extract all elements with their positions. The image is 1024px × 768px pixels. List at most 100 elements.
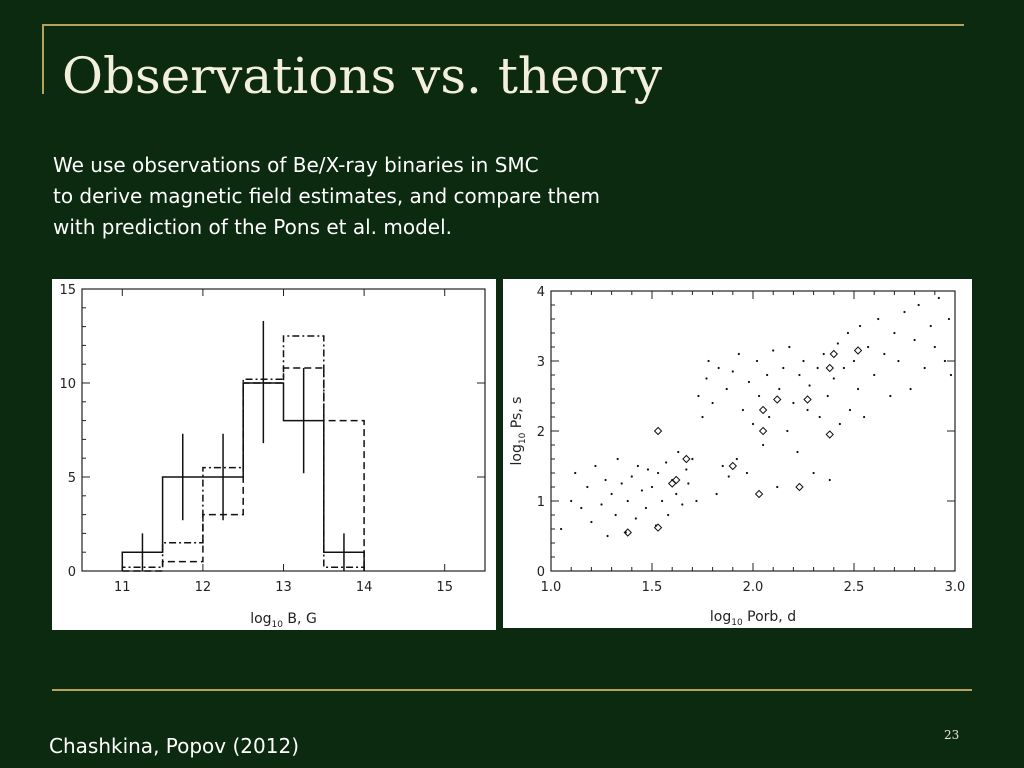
scatter-point-dot — [893, 331, 896, 335]
scatter-point-dot — [818, 415, 821, 419]
scatter-point-dot — [600, 503, 603, 506]
scatter-point-dot — [812, 471, 815, 475]
scatter-point-dot — [665, 461, 668, 464]
scatter-point-dot — [808, 384, 811, 387]
scatter-point-dot — [792, 401, 795, 405]
scatter-point-dot — [574, 471, 577, 475]
footer-divider — [52, 689, 972, 691]
scatter-point-dot — [826, 394, 829, 398]
scatter-y-tick-label: 3 — [537, 355, 545, 370]
scatter-point-diamond — [758, 405, 768, 415]
histogram-y-tick-label: 5 — [68, 471, 76, 486]
scatter-point-dot — [614, 513, 617, 517]
scatter-point-dot — [741, 408, 744, 412]
scatter-point-diamond — [728, 461, 738, 471]
scatter-point-diamond — [758, 426, 768, 436]
scatter-point-dot — [634, 517, 637, 520]
scatter-point-dot — [903, 310, 906, 314]
scatter-point-dot — [949, 373, 953, 377]
scatter-x-tick-label: 3.0 — [945, 580, 966, 595]
scatter-point-dot — [731, 370, 734, 373]
scatter-point-dot — [727, 475, 730, 478]
scatter-point-dot — [675, 492, 678, 496]
scatter-point-dot — [863, 415, 866, 419]
scatter-point-dot — [747, 380, 751, 384]
scatter-point-dot — [798, 373, 801, 377]
histogram-y-tick-label: 0 — [68, 565, 76, 580]
scatter-point-dot — [947, 317, 951, 321]
scatter-panel: 1.0 1.5 2.0 2.5 3.0 0 1 2 3 4 log10 Porb, d log10 P… — [503, 279, 972, 628]
scatter-point-dot — [705, 377, 708, 380]
histogram-y-tick-label: 10 — [59, 377, 76, 392]
scatter-point-dot — [626, 499, 629, 503]
scatter-point-dot — [735, 457, 738, 461]
scatter-point-dot — [776, 485, 779, 489]
scatter-point-dot — [697, 394, 700, 398]
scatter-point-dot — [838, 422, 841, 426]
scatter-point-dot — [644, 506, 648, 510]
scatter-point-dot — [923, 366, 926, 370]
scatter-point-dot — [889, 394, 892, 398]
scatter-point-dot — [848, 408, 852, 412]
scatter-point-dot — [646, 468, 650, 471]
scatter-point-dot — [858, 324, 862, 328]
scatter-y-axis-label: log10 Ps, s — [509, 397, 528, 466]
title-frame-left-line — [42, 24, 44, 94]
scatter-point-dot — [762, 443, 765, 447]
scatter-point-dot — [917, 303, 920, 307]
histogram-x-tick-label: 13 — [275, 580, 292, 595]
scatter-point-diamond — [829, 349, 839, 359]
scatter-point-dot — [788, 345, 791, 349]
histogram-panel: 11 12 13 14 15 0 5 10 15 log10 B, G — [52, 279, 496, 630]
scatter-point-dot — [856, 387, 860, 391]
scatter-point-dot — [768, 415, 771, 419]
scatter-point-dot — [816, 366, 819, 370]
scatter-point-dot — [929, 324, 932, 328]
scatter-point-dot — [836, 342, 839, 345]
scatter-point-dot — [796, 450, 799, 454]
scatter-x-axis-label: log10 Porb, d — [710, 609, 796, 628]
scatter-point-diamond — [754, 489, 764, 499]
scatter-point-dot — [640, 489, 643, 492]
histogram-x-tick-label: 15 — [436, 580, 453, 595]
scatter-point-dot — [877, 317, 880, 321]
body-line-3: with prediction of the Pons et al. model… — [53, 215, 453, 239]
scatter-point-dot — [737, 352, 740, 356]
scatter-point-dot — [802, 359, 805, 363]
citation-footer: Chashkina, Popov (2012) — [49, 734, 299, 758]
scatter-point-dot — [717, 366, 720, 370]
scatter-point-dot — [757, 394, 761, 398]
scatter-x-tick-label: 1.5 — [642, 580, 663, 595]
body-line-1: We use observations of Be/X-ray binaries… — [53, 153, 539, 177]
scatter-point-dot — [832, 377, 835, 380]
scatter-point-dot — [782, 366, 785, 370]
scatter-point-diamond — [682, 454, 691, 464]
scatter-x-tick-label: 2.5 — [844, 580, 865, 595]
scatter-point-dot — [745, 471, 749, 475]
scatter-point-dot — [707, 359, 710, 363]
scatter-point-dot — [766, 373, 769, 377]
scatter-point-dot — [586, 485, 589, 489]
scatter-point-dot — [806, 408, 809, 412]
scatter-point-dot — [883, 352, 886, 356]
page-number: 23 — [944, 728, 960, 742]
scatter-point-dot — [933, 345, 936, 349]
histogram-series-dashdot — [121, 335, 365, 571]
scatter-point-dot — [606, 534, 609, 538]
scatter-point-dot — [620, 482, 623, 485]
scatter-point-dot — [650, 485, 654, 489]
histogram-x-axis-label: log10 B, G — [250, 611, 317, 630]
scatter-x-tick-label: 1.0 — [541, 580, 562, 595]
scatter-point-dot — [701, 415, 704, 419]
scatter-point-dot — [846, 331, 850, 335]
scatter-point-dot — [570, 499, 573, 503]
scatter-point-dot — [852, 359, 856, 363]
scatter-point-diamond — [623, 528, 632, 537]
scatter-point-diamond — [825, 363, 834, 373]
scatter-point-dot — [867, 345, 870, 349]
scatter-point-dot — [656, 471, 660, 475]
scatter-point-dot — [778, 387, 781, 391]
scatter-point-diamond — [803, 395, 812, 404]
scatter-point-diamond — [653, 523, 663, 532]
scatter-point-dot — [943, 359, 946, 363]
